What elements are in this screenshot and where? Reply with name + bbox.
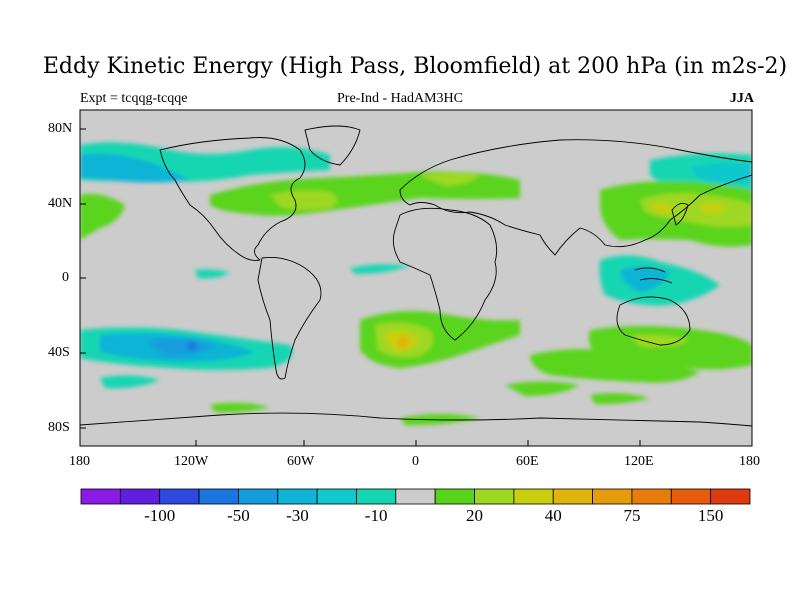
colorbar-swatch xyxy=(592,488,633,505)
colorbar-swatch xyxy=(552,488,593,505)
lat-label-80s: 80S xyxy=(48,420,70,435)
comparison-label: Pre-Ind - HadAM3HC xyxy=(337,91,463,106)
colorbar-swatch xyxy=(198,488,239,505)
colorbar-swatch xyxy=(159,488,200,505)
colorbar-swatch xyxy=(316,488,357,505)
colorbar-swatch xyxy=(119,488,161,505)
colorbar-swatch xyxy=(513,488,554,505)
colorbar-tick-label: 40 xyxy=(544,506,562,525)
colorbar-swatch xyxy=(238,488,279,505)
lat-label-80n: 80N xyxy=(48,121,73,136)
colorbar-tick-label: -100 xyxy=(144,506,176,525)
season-label: JJA xyxy=(729,91,754,106)
colorbar-tick-label: -50 xyxy=(227,506,250,525)
contour-fills xyxy=(80,142,752,426)
colorbar-tick-label: 150 xyxy=(697,506,724,525)
lon-label-60e: 60E xyxy=(516,454,539,469)
colorbar xyxy=(80,488,751,505)
lon-label-120e: 120E xyxy=(624,454,654,469)
lat-label-eq: 0 xyxy=(62,270,69,285)
lon-label-0: 0 xyxy=(412,454,419,469)
map-title: Eddy Kinetic Energy (High Pass, Bloomfie… xyxy=(42,54,788,79)
lon-label-180w: 180 xyxy=(69,454,90,469)
colorbar-swatch xyxy=(670,488,712,505)
colorbar-tick-label: 20 xyxy=(466,506,484,525)
axis-ticks xyxy=(80,128,641,446)
colorbar-tick-label: 75 xyxy=(623,506,641,525)
colorbar-swatch xyxy=(474,488,515,505)
lat-label-40n: 40N xyxy=(48,196,73,211)
colorbar-swatch xyxy=(434,488,475,505)
colorbar-swatch xyxy=(277,488,318,505)
colorbar-tick-label: -30 xyxy=(286,506,309,525)
colorbar-swatch xyxy=(631,488,672,505)
colorbar-tick-label: -10 xyxy=(364,506,388,525)
colorbar-swatch xyxy=(356,488,397,505)
lon-label-60w: 60W xyxy=(287,454,315,469)
lon-label-120w: 120W xyxy=(174,454,209,469)
map-area xyxy=(80,110,752,446)
lon-label-180e: 180 xyxy=(739,454,760,469)
experiment-label: Expt = tcqqg-tcqqe xyxy=(80,91,188,106)
colorbar-swatch xyxy=(710,488,751,505)
colorbar-swatch xyxy=(395,488,436,505)
coastlines xyxy=(80,125,752,427)
colorbar-swatch xyxy=(80,488,121,505)
lat-label-40s: 40S xyxy=(48,345,70,360)
